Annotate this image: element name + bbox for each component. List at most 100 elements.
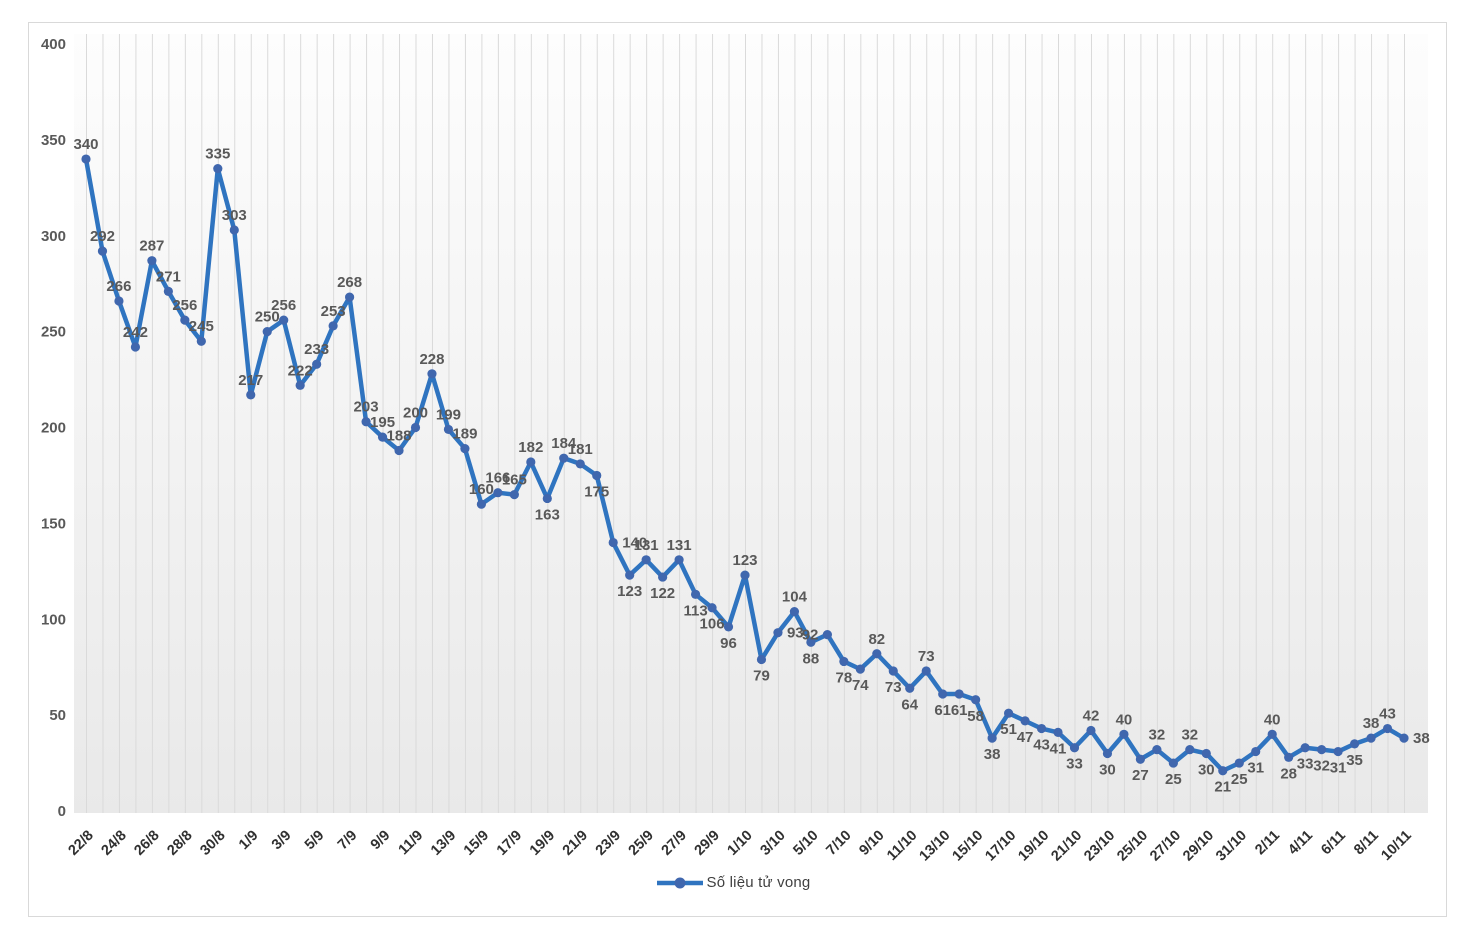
data-point-marker	[196, 336, 206, 346]
data-point-marker	[443, 424, 454, 435]
data-label: 287	[139, 238, 164, 255]
chart-legend: Số liệu tử vong	[0, 874, 1466, 891]
x-axis-tick-label: 19/10	[1015, 828, 1052, 865]
x-axis-tick-label: 23/10	[1081, 828, 1118, 865]
x-axis-tick-label: 15/9	[461, 828, 492, 859]
y-axis-tick-label: 350	[41, 132, 66, 149]
data-point-marker	[855, 664, 865, 674]
data-label: 181	[568, 441, 593, 458]
data-label: 32	[1313, 758, 1330, 775]
data-label: 51	[1000, 721, 1017, 738]
data-point-marker	[674, 555, 684, 565]
x-axis-tick-label: 25/9	[626, 828, 657, 859]
data-label: 113	[683, 602, 707, 619]
data-point-marker	[542, 493, 552, 504]
x-axis-tick-label: 1/9	[236, 828, 262, 854]
data-point-marker	[1086, 725, 1096, 736]
x-axis-tick-label: 29/10	[1180, 828, 1217, 865]
data-label: 61	[934, 702, 951, 719]
data-label: 32	[1149, 727, 1166, 744]
data-label: 82	[868, 631, 885, 648]
data-point-marker	[312, 359, 322, 369]
x-axis-tick-label: 9/10	[856, 828, 887, 859]
x-axis-tick-label: 24/8	[99, 828, 130, 859]
data-label: 30	[1099, 761, 1116, 778]
data-label: 31	[1330, 760, 1347, 777]
data-point-marker	[1119, 729, 1129, 739]
x-axis-tick-label: 7/9	[335, 828, 361, 854]
data-point-marker	[592, 470, 602, 481]
data-label: 21	[1214, 779, 1231, 796]
data-point-marker	[114, 296, 124, 306]
data-label: 43	[1379, 706, 1396, 723]
data-point-marker	[905, 683, 915, 693]
x-axis-tick-label: 11/10	[884, 828, 920, 864]
data-point-marker	[839, 656, 849, 667]
x-axis: 22/8 24/8 26/8 28/8 30/8 1/9 3/9 5/9 7/9 9/9 11/9 1…	[66, 828, 1415, 865]
x-axis-tick-label: 11/9	[396, 828, 427, 859]
data-label: 189	[452, 426, 477, 443]
data-label: 96	[720, 635, 737, 652]
data-label: 123	[732, 552, 757, 569]
data-label: 41	[1050, 740, 1067, 757]
data-point-marker	[130, 342, 141, 352]
data-labels: 3402922662422872712562453353032172502562…	[73, 136, 1429, 796]
x-axis-tick-label: 27/10	[1147, 828, 1184, 865]
data-point-marker	[1152, 745, 1162, 755]
data-point-marker	[460, 443, 470, 454]
data-label: 79	[753, 668, 770, 685]
x-axis-tick-label: 15/10	[949, 828, 986, 865]
data-point-marker	[987, 733, 997, 743]
data-point-marker	[526, 457, 536, 467]
data-point-marker	[427, 369, 437, 379]
data-label: 175	[584, 483, 609, 500]
x-axis-tick-label: 8/11	[1351, 828, 1382, 859]
data-label: 242	[123, 324, 148, 341]
x-axis-tick-label: 27/9	[659, 828, 690, 859]
data-label: 195	[370, 414, 395, 431]
data-point-marker	[1234, 758, 1244, 768]
data-point-marker	[773, 628, 783, 638]
data-point-marker	[1349, 739, 1360, 749]
data-point-marker	[690, 589, 701, 599]
x-axis-tick-label: 19/9	[527, 828, 558, 859]
data-label: 40	[1264, 711, 1281, 728]
x-axis-tick-label: 13/10	[917, 828, 954, 865]
data-label: 47	[1017, 729, 1034, 746]
data-label: 42	[1083, 707, 1100, 724]
x-axis-tick-label: 23/9	[593, 828, 624, 859]
data-point-marker	[1004, 708, 1014, 718]
data-label: 184	[551, 435, 577, 452]
data-label: 123	[617, 583, 642, 600]
data-point-marker	[921, 666, 931, 676]
data-label: 340	[73, 136, 98, 153]
legend-series-label: Số liệu tử vong	[706, 874, 811, 891]
data-point-marker	[789, 606, 800, 617]
data-point-marker	[1267, 729, 1277, 739]
x-axis-tick-label: 10/11	[1378, 828, 1414, 864]
data-point-marker	[279, 315, 289, 325]
data-point-marker	[1333, 746, 1343, 757]
data-point-marker	[394, 445, 404, 456]
x-axis-tick-label: 31/10	[1213, 828, 1250, 865]
data-label: 104	[782, 589, 808, 606]
data-label: 217	[238, 372, 263, 389]
data-point-marker	[180, 315, 190, 325]
data-label: 38	[984, 746, 1001, 763]
y-axis-tick-label: 300	[41, 228, 66, 245]
data-point-marker	[328, 321, 338, 331]
data-label: 245	[189, 318, 214, 335]
data-label: 271	[156, 268, 181, 285]
data-point-marker	[1300, 743, 1310, 753]
y-axis-tick-label: 400	[41, 36, 66, 53]
data-point-marker	[476, 499, 486, 509]
data-point-marker	[1020, 716, 1030, 726]
data-label: 163	[535, 506, 560, 523]
x-axis-tick-label: 4/11	[1285, 828, 1316, 859]
data-point-marker	[1251, 746, 1261, 757]
data-label: 43	[1033, 737, 1050, 754]
x-axis-tick-label: 26/8	[131, 828, 162, 859]
x-axis-tick-label: 5/9	[302, 828, 328, 854]
